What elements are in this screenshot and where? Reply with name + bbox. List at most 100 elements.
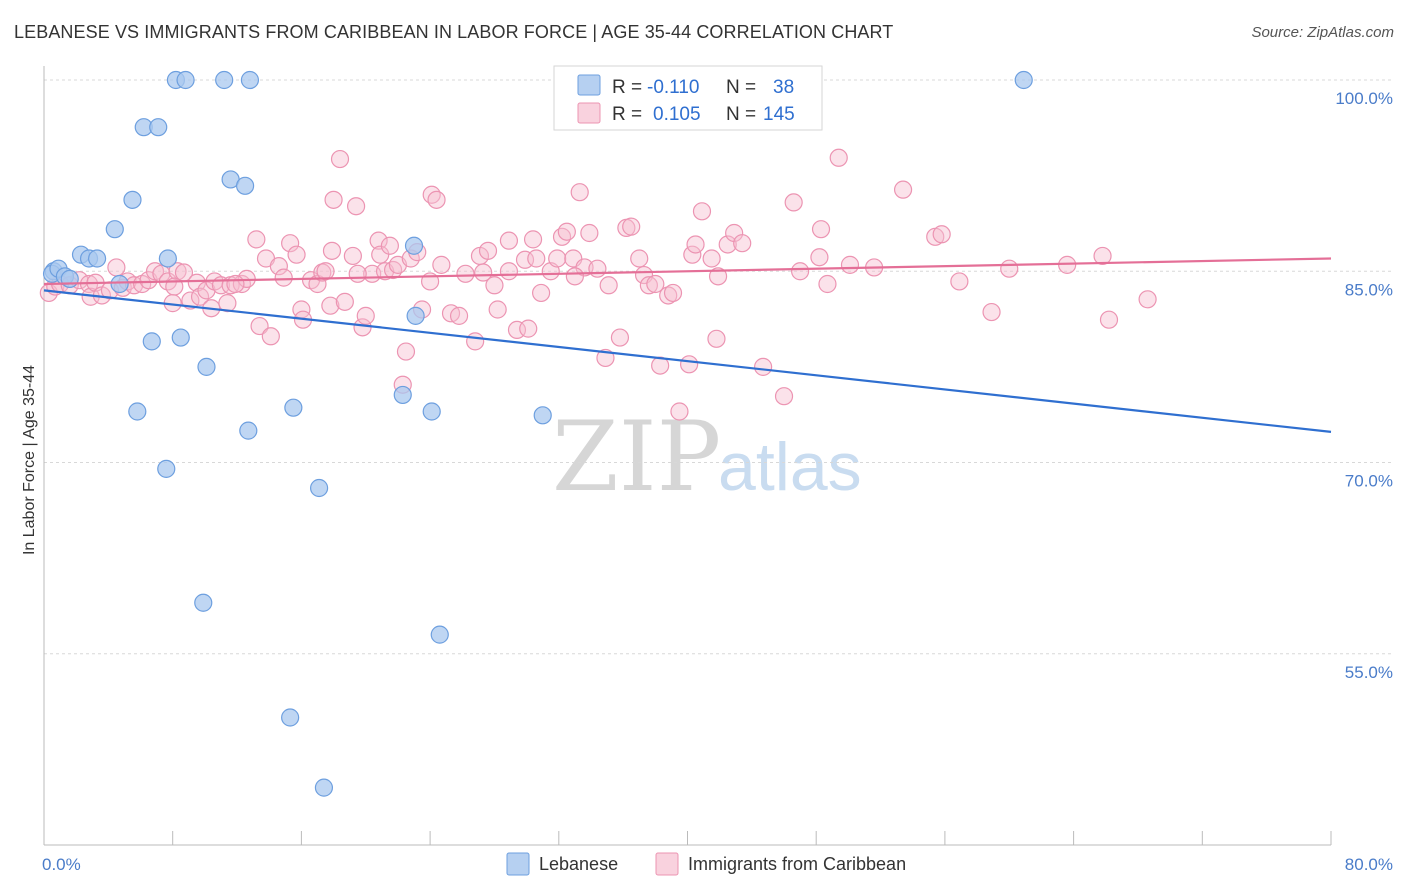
pink-point-109: [670, 402, 689, 421]
blue-point-14: [142, 332, 161, 351]
pink-point-23: [187, 273, 206, 292]
axes: [43, 66, 1332, 846]
blue-point-28: [281, 708, 300, 727]
pink-point-90: [552, 227, 572, 246]
pink-point-50: [330, 149, 350, 169]
blue-point-32: [406, 306, 425, 325]
blue-point-31: [422, 402, 441, 421]
watermark-zip: ZIP: [552, 401, 721, 513]
pink-point-122: [784, 193, 803, 212]
pink-point-120: [754, 357, 773, 376]
blue-point-36: [533, 406, 552, 425]
pink-point-75: [466, 332, 485, 351]
pink-point-117: [718, 235, 737, 254]
pink-point-46: [316, 262, 335, 281]
pink-point-121: [774, 387, 794, 406]
pink-point-49: [324, 190, 343, 209]
legend-swatch-lebanese: [577, 74, 601, 96]
pink-point-140: [565, 267, 584, 286]
pink-point-93: [570, 183, 589, 202]
pink-point-47: [321, 296, 340, 315]
watermark-atlas: atlas: [718, 429, 862, 505]
x-tick-label-min: 0.0%: [42, 855, 81, 874]
pink-point-95: [580, 223, 599, 243]
pink-point-101: [622, 217, 641, 236]
pink-point-37: [269, 257, 288, 276]
lebanese-points: [42, 70, 1033, 797]
pink-point-80: [499, 231, 519, 250]
pink-trend-line: [43, 257, 1332, 286]
pink-point-128: [840, 255, 860, 274]
pink-point-144: [348, 264, 367, 283]
y-tick-labels: 55.0% 70.0% 85.0% 100.0%: [1335, 89, 1393, 682]
watermark: ZIP atlas: [552, 401, 862, 513]
pink-point-33: [247, 230, 266, 249]
pink-point-125: [811, 220, 831, 239]
blue-point-34: [430, 625, 449, 644]
pink-point-61: [383, 260, 403, 280]
bottom-legend: Lebanese Immigrants from Caribbean: [506, 852, 906, 876]
pink-point-116: [708, 267, 728, 286]
legend-box: R = -0.110 N = 38 R = 0.105 N = 145: [553, 65, 823, 131]
legend-n-value-caribbean: 145: [763, 104, 795, 125]
pink-point-60: [380, 236, 399, 255]
pink-point-73: [449, 306, 469, 325]
blue-point-8: [105, 220, 124, 239]
pink-point-91: [557, 222, 576, 241]
legend-r-label-caribbean: R =: [612, 104, 642, 125]
pink-point-89: [548, 249, 567, 268]
blue-point-4: [60, 269, 79, 288]
pink-point-111: [683, 245, 702, 264]
pink-point-114: [702, 249, 721, 268]
pink-point-133: [950, 272, 969, 291]
legend-n-value-lebanese: 38: [773, 77, 794, 98]
pink-point-10: [107, 258, 126, 277]
pink-point-53: [346, 197, 366, 216]
pink-point-36: [261, 327, 280, 346]
blue-trend-line: [43, 289, 1332, 433]
legend-n-label-lebanese: N =: [726, 77, 756, 98]
bottom-legend-label-lebanese: Lebanese: [539, 854, 618, 874]
y-tick-label-85: 85.0%: [1345, 280, 1393, 299]
pink-point-126: [818, 274, 837, 294]
x-tick-label-max: 80.0%: [1345, 855, 1393, 874]
pink-point-20: [168, 262, 187, 281]
pink-point-102: [630, 249, 649, 268]
y-tick-label-55: 55.0%: [1345, 663, 1393, 682]
caribbean-points: [39, 148, 1157, 421]
blue-point-15: [157, 459, 176, 478]
legend-r-value-caribbean: 0.105: [653, 104, 701, 125]
pink-point-84: [519, 319, 538, 338]
pink-point-107: [659, 286, 678, 305]
pink-point-138: [1099, 310, 1119, 329]
pink-point-69: [422, 185, 441, 204]
pink-point-52: [343, 246, 362, 266]
pink-point-55: [356, 306, 375, 325]
bottom-legend-label-caribbean: Immigrants from Caribbean: [688, 854, 906, 874]
pink-point-99: [610, 328, 630, 347]
pink-point-108: [663, 283, 683, 303]
pink-point-97: [596, 348, 615, 368]
blue-point-18: [176, 70, 195, 90]
blue-point-25: [128, 402, 147, 421]
pink-point-113: [692, 202, 712, 221]
pink-point-34: [250, 316, 269, 336]
pink-point-141: [474, 263, 493, 282]
pink-point-74: [456, 264, 475, 283]
blue-point-16: [171, 328, 190, 347]
bottom-legend-swatch-caribbean: [655, 852, 679, 876]
bottom-legend-swatch-lebanese: [506, 852, 530, 876]
pink-point-38: [274, 268, 293, 287]
blue-point-7: [87, 249, 107, 268]
blue-point-35: [404, 236, 424, 255]
pink-point-48: [322, 241, 342, 260]
blue-point-19: [215, 70, 234, 90]
pink-point-87: [532, 283, 551, 303]
gridlines: [44, 79, 1391, 655]
blue-point-13: [158, 249, 177, 268]
pink-point-139: [1138, 290, 1157, 309]
pink-point-130: [893, 180, 913, 199]
pink-point-22: [181, 291, 200, 310]
blue-point-33: [393, 385, 412, 405]
